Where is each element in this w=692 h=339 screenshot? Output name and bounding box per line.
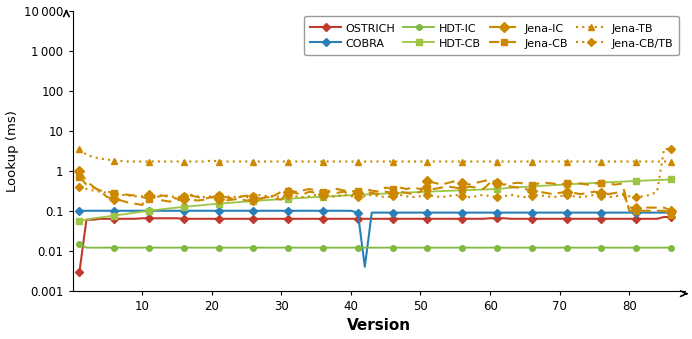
Y-axis label: Lookup (ms): Lookup (ms) [6, 110, 19, 192]
X-axis label: Version: Version [347, 318, 411, 334]
Legend: OSTRICH, COBRA, HDT-IC, HDT-CB, Jena-IC, Jena-CB, Jena-TB, Jena-CB/TB: OSTRICH, COBRA, HDT-IC, HDT-CB, Jena-IC,… [304, 16, 680, 56]
